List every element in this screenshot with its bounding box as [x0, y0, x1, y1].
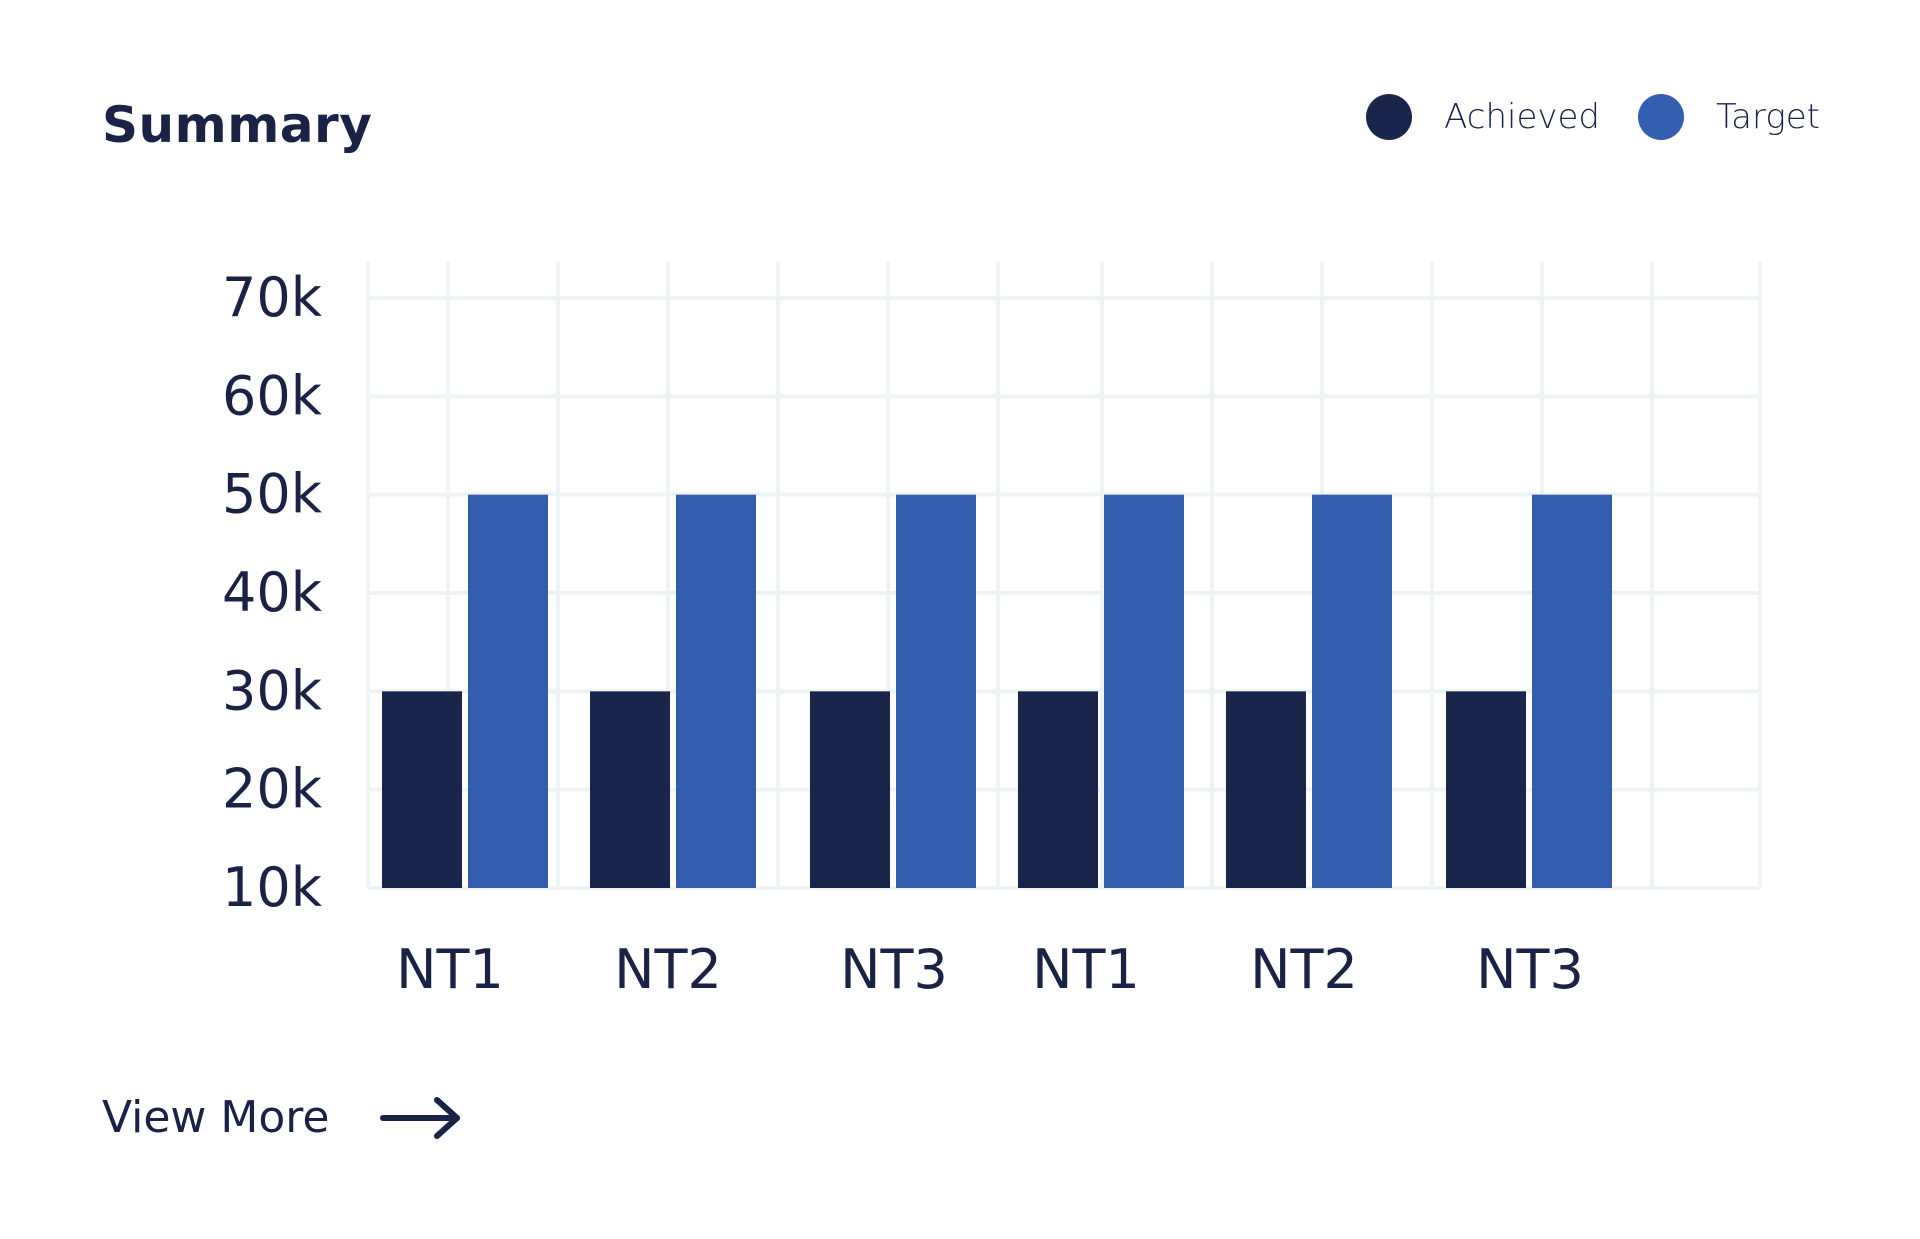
view-more-link[interactable]: View More [102, 1092, 463, 1143]
legend-swatch-target [1637, 94, 1684, 140]
y-tick-label-0: 10k [222, 856, 323, 919]
legend-item-achieved: Achieved [1366, 94, 1600, 140]
bar-achieved-1 [382, 691, 462, 888]
bar-target-3 [896, 494, 976, 888]
y-tick-label-5: 60k [222, 364, 323, 427]
legend-label-target: Target [1715, 97, 1820, 137]
bar-achieved-4 [1018, 691, 1098, 888]
bar-target-2 [676, 494, 756, 888]
view-more-label: View More [102, 1092, 330, 1143]
y-tick-label-2: 30k [222, 659, 323, 722]
x-tick-label-3: NT3 [840, 938, 948, 1001]
bar-achieved-5 [1226, 691, 1306, 888]
bar-achieved-3 [810, 691, 890, 888]
bar-target-4 [1104, 494, 1184, 888]
bar-achieved-6 [1446, 691, 1526, 888]
y-tick-label-1: 20k [222, 758, 323, 821]
legend-item-target: Target [1637, 94, 1820, 140]
x-tick-label-2: NT2 [614, 938, 722, 1001]
x-tick-label-1: NT1 [396, 938, 504, 1001]
bar-achieved-2 [590, 691, 670, 888]
legend-label-achieved: Achieved [1444, 97, 1600, 137]
bar-target-5 [1312, 494, 1392, 888]
x-tick-label-4: NT1 [1032, 938, 1140, 1001]
x-tick-label-6: NT3 [1476, 938, 1584, 1001]
bar-target-6 [1532, 494, 1612, 888]
page-title: Summary [102, 96, 373, 154]
legend-swatch-achieved [1366, 94, 1413, 140]
y-tick-label-4: 50k [222, 463, 323, 526]
x-tick-label-5: NT2 [1250, 938, 1358, 1001]
chart-legend: Achieved Target [1366, 94, 1820, 140]
bar-target-1 [468, 494, 548, 888]
y-tick-label-3: 40k [222, 561, 323, 624]
arrow-right-icon [380, 1096, 461, 1139]
y-tick-label-6: 70k [222, 266, 323, 329]
